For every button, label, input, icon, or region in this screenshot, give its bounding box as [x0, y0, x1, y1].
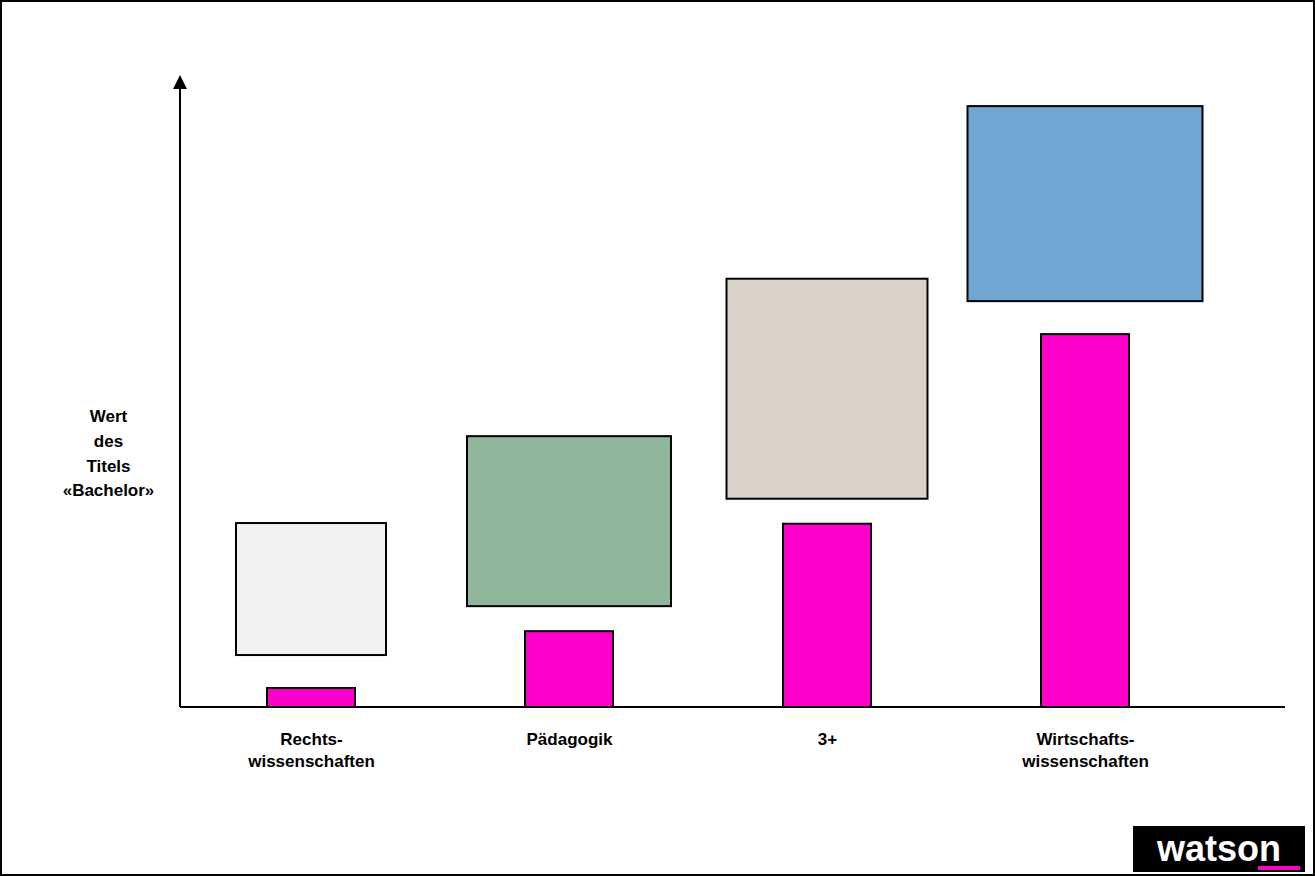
svg-text:WertdesTitels«Bachelor»: WertdesTitels«Bachelor»: [63, 407, 155, 500]
svg-text:Rechts-wissenschaften: Rechts-wissenschaften: [247, 730, 375, 771]
svg-text:Pädagogik: Pädagogik: [527, 730, 614, 749]
svg-text:3+: 3+: [818, 730, 837, 749]
svg-text:watson: watson: [1156, 828, 1281, 869]
svg-text:Wirtschafts-wissenschaften: Wirtschafts-wissenschaften: [1021, 730, 1149, 771]
